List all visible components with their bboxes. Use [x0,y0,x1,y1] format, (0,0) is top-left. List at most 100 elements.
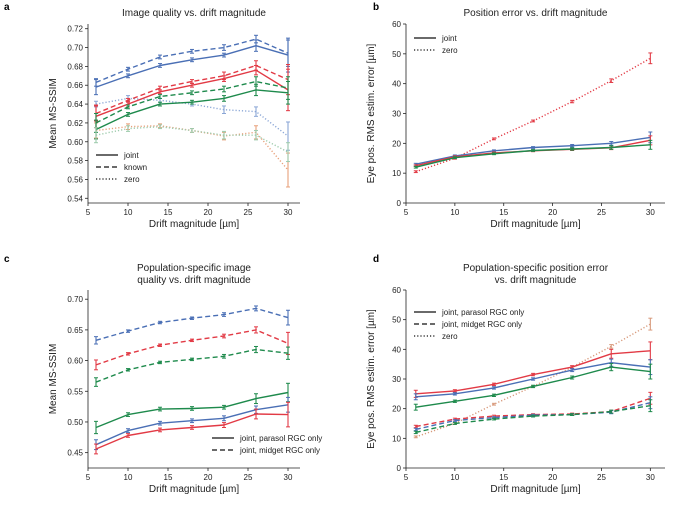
y-tick-label: 0.55 [67,387,83,396]
series [413,358,653,401]
y-tick-label: 40 [392,345,401,354]
x-tick-label: 30 [646,208,655,217]
x-tick-label: 30 [284,208,293,217]
x-tick-label: 15 [164,208,173,217]
y-tick-label: 20 [392,139,401,148]
legend: joint known zero [96,151,147,184]
legend-label: joint [123,151,139,160]
series [94,326,290,371]
x-axis-label: Drift magnitude [µm] [149,484,239,495]
x-tick-label: 25 [244,473,253,482]
x-tick-label: 25 [597,208,606,217]
y-tick-label: 0.60 [67,138,83,147]
y-tick-label: 50 [392,316,401,325]
series-line [415,57,651,173]
y-tick-label: 10 [392,434,401,443]
y-tick-label: 60 [392,20,401,29]
series [94,34,290,87]
series-line [95,89,289,131]
panel-letter: d [373,254,379,265]
series [413,363,653,411]
x-tick-label: 20 [548,473,557,482]
legend-label: joint [441,34,457,43]
series [94,305,290,345]
series-line [95,348,289,383]
y-tick-label: 0.58 [67,157,83,166]
x-tick-label: 10 [124,208,133,217]
chart-title: Position error vs. drift magnitude [464,8,608,19]
x-tick-label: 20 [548,208,557,217]
chart-title: vs. drift magnitude [495,275,577,286]
x-axis-label: Drift magnitude [µm] [149,219,239,230]
y-tick-label: 0.68 [67,62,83,71]
legend-label: zero [124,175,140,184]
series [94,382,290,435]
x-tick-label: 25 [597,473,606,482]
y-tick-label: 0.65 [67,326,83,335]
y-tick-label: 0.72 [67,25,83,34]
y-tick-label: 60 [392,286,401,295]
x-tick-label: 10 [450,208,459,217]
legend: joint, parasol RGC only joint, midget RGC… [414,308,524,341]
chart-title: Image quality vs. drift magnitude [122,8,266,19]
x-tick-label: 15 [499,473,508,482]
series [94,64,290,129]
legend-label: zero [442,46,458,55]
x-axis-label: Drift magnitude [µm] [490,484,580,495]
series [94,76,290,133]
y-tick-label: 0.50 [67,418,83,427]
x-tick-label: 5 [404,473,409,482]
y-tick-label: 0.70 [67,44,83,53]
x-tick-label: 20 [204,208,213,217]
series [94,401,290,455]
y-tick-label: 30 [392,375,401,384]
legend: joint, parasol RGC only joint, midget RGC… [212,434,322,455]
y-axis-label: Mean MS-SSIM [48,344,59,415]
series [413,399,653,435]
x-tick-label: 5 [404,208,409,217]
y-axis-label: Mean MS-SSIM [48,78,59,149]
y-tick-label: 50 [392,50,401,59]
x-tick-label: 30 [646,473,655,482]
y-tick-label: 20 [392,405,401,414]
chart-title: Population-specific image [137,263,251,274]
legend-label: joint, parasol RGC only [239,434,322,443]
x-tick-label: 20 [204,473,213,482]
y-tick-label: 0.54 [67,194,83,203]
series-line [415,139,651,167]
series [413,341,653,398]
x-tick-label: 10 [124,473,133,482]
panel-a: a Image quality vs. drift magnitude 5 10 15 2… [4,2,300,230]
y-tick-label: 0.56 [67,175,83,184]
series [413,52,653,174]
y-tick-label: 0.70 [67,295,83,304]
y-tick-label: 40 [392,80,401,89]
y-tick-label: 10 [392,169,401,178]
series-line [95,307,289,341]
panel-letter: a [4,2,10,13]
panel-letter: b [373,2,379,13]
y-tick-label: 0.64 [67,100,83,109]
legend-label: zero [442,332,458,341]
y-tick-label: 0.62 [67,119,83,128]
x-tick-label: 5 [86,208,91,217]
series [94,345,290,387]
chart-title: Population-specific position error [463,263,609,274]
y-tick-label: 0.60 [67,357,83,366]
legend-label: joint, midget RGC only [239,446,320,455]
series [94,124,290,163]
legend-label: known [124,163,147,172]
y-axis-label: Eye pos. RMS estim. error [µm] [366,309,377,449]
legend-label: joint, parasol RGC only [441,308,524,317]
y-axis-label: Eye pos. RMS estim. error [µm] [366,43,377,183]
x-tick-label: 10 [450,473,459,482]
chart-title: quality vs. drift magnitude [137,275,251,286]
y-tick-label: 0.66 [67,81,83,90]
x-axis-label: Drift magnitude [µm] [490,219,580,230]
legend-label: joint, midget RGC only [441,320,522,329]
series [413,139,653,169]
y-tick-label: 0 [397,199,402,208]
